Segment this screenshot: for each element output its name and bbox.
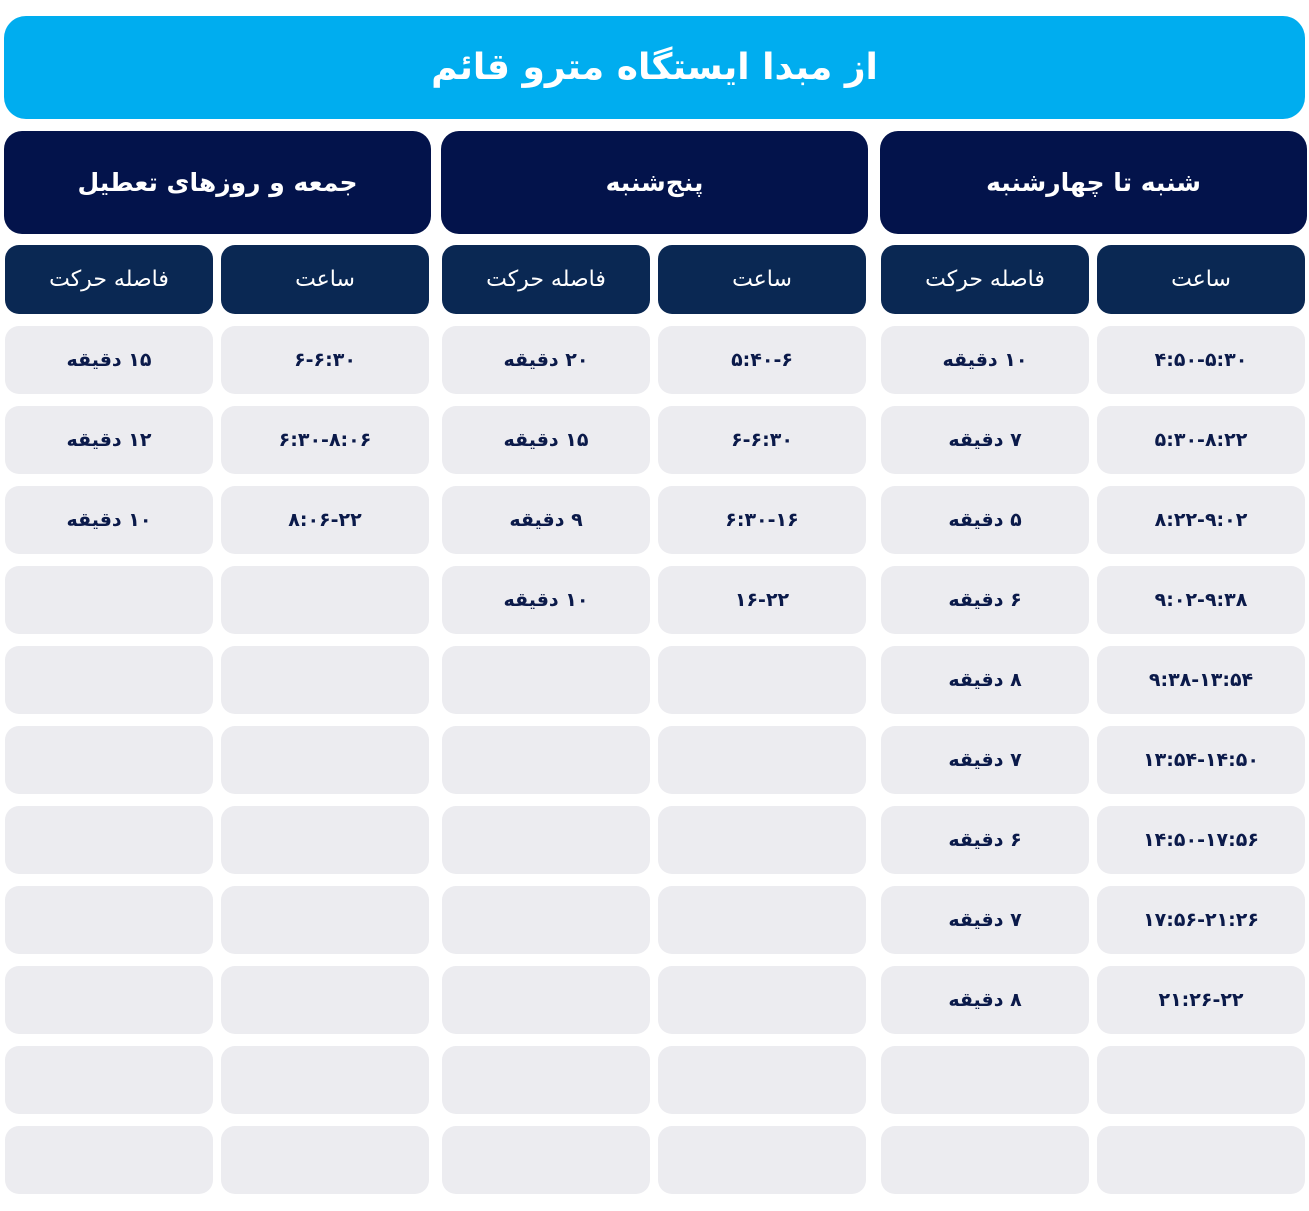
time-cell: ۹:۰۲-۹:۳۸ <box>1097 566 1305 634</box>
time-cell: ۶-۶:۳۰ <box>658 406 866 474</box>
time-cell: ۱۴:۵۰-۱۷:۵۶ <box>1097 806 1305 874</box>
interval-cell <box>881 1126 1089 1194</box>
interval-cell <box>5 726 213 794</box>
interval-cell: ۱۵ دقیقه <box>442 406 650 474</box>
interval-cell <box>442 646 650 714</box>
interval-cell: ۲۰ دقیقه <box>442 326 650 394</box>
time-cell: ۶:۳۰-۱۶ <box>658 486 866 554</box>
interval-cell <box>5 966 213 1034</box>
interval-column-header: فاصله حرکت <box>442 245 650 314</box>
time-column-header: ساعت <box>221 245 429 314</box>
time-cell <box>658 886 866 954</box>
time-cell <box>658 966 866 1034</box>
schedule-title: از مبدا ایستگاه مترو قائم <box>4 16 1305 119</box>
interval-cell: ۱۰ دقیقه <box>5 486 213 554</box>
time-cell: ۲۱:۲۶-۲۲ <box>1097 966 1305 1034</box>
interval-cell <box>442 966 650 1034</box>
time-cell <box>658 726 866 794</box>
time-cell <box>221 726 429 794</box>
interval-cell <box>442 1046 650 1114</box>
time-cell <box>658 1046 866 1114</box>
interval-column-header: فاصله حرکت <box>881 245 1089 314</box>
interval-cell: ۸ دقیقه <box>881 646 1089 714</box>
interval-column-header: فاصله حرکت <box>5 245 213 314</box>
interval-cell: ۷ دقیقه <box>881 406 1089 474</box>
day-header-friday-holidays: جمعه و روزهای تعطیل <box>4 131 431 234</box>
time-cell: ۵:۴۰-۶ <box>658 326 866 394</box>
time-cell <box>221 966 429 1034</box>
time-cell <box>658 646 866 714</box>
time-cell: ۱۳:۵۴-۱۴:۵۰ <box>1097 726 1305 794</box>
time-cell <box>221 566 429 634</box>
time-cell: ۵:۳۰-۸:۲۲ <box>1097 406 1305 474</box>
interval-cell <box>5 1126 213 1194</box>
time-cell <box>658 1126 866 1194</box>
time-cell: ۴:۵۰-۵:۳۰ <box>1097 326 1305 394</box>
time-cell: ۸:۰۶-۲۲ <box>221 486 429 554</box>
interval-cell <box>442 806 650 874</box>
time-cell <box>221 806 429 874</box>
day-header-thursday: پنج‌شنبه <box>441 131 868 234</box>
time-cell <box>221 886 429 954</box>
interval-cell <box>881 1046 1089 1114</box>
interval-cell: ۱۰ دقیقه <box>881 326 1089 394</box>
interval-cell <box>442 886 650 954</box>
interval-cell <box>442 726 650 794</box>
time-cell: ۶:۳۰-۸:۰۶ <box>221 406 429 474</box>
time-cell: ۱۷:۵۶-۲۱:۲۶ <box>1097 886 1305 954</box>
interval-cell <box>5 1046 213 1114</box>
time-cell <box>221 1046 429 1114</box>
interval-cell: ۶ دقیقه <box>881 806 1089 874</box>
interval-cell: ۷ دقیقه <box>881 726 1089 794</box>
interval-cell <box>5 886 213 954</box>
interval-cell: ۱۲ دقیقه <box>5 406 213 474</box>
time-cell <box>1097 1126 1305 1194</box>
interval-cell: ۱۵ دقیقه <box>5 326 213 394</box>
interval-cell: ۵ دقیقه <box>881 486 1089 554</box>
interval-cell <box>442 1126 650 1194</box>
time-column-header: ساعت <box>658 245 866 314</box>
day-header-saturday-to-wednesday: شنبه تا چهارشنبه <box>880 131 1307 234</box>
interval-cell: ۱۰ دقیقه <box>442 566 650 634</box>
interval-cell: ۸ دقیقه <box>881 966 1089 1034</box>
interval-cell <box>5 566 213 634</box>
time-column-header: ساعت <box>1097 245 1305 314</box>
time-cell: ۶-۶:۳۰ <box>221 326 429 394</box>
time-cell <box>658 806 866 874</box>
interval-cell <box>5 646 213 714</box>
time-cell <box>1097 1046 1305 1114</box>
time-cell <box>221 646 429 714</box>
interval-cell: ۹ دقیقه <box>442 486 650 554</box>
time-cell: ۸:۲۲-۹:۰۲ <box>1097 486 1305 554</box>
time-cell: ۱۶-۲۲ <box>658 566 866 634</box>
interval-cell: ۶ دقیقه <box>881 566 1089 634</box>
interval-cell <box>5 806 213 874</box>
time-cell <box>221 1126 429 1194</box>
time-cell: ۹:۳۸-۱۳:۵۴ <box>1097 646 1305 714</box>
interval-cell: ۷ دقیقه <box>881 886 1089 954</box>
